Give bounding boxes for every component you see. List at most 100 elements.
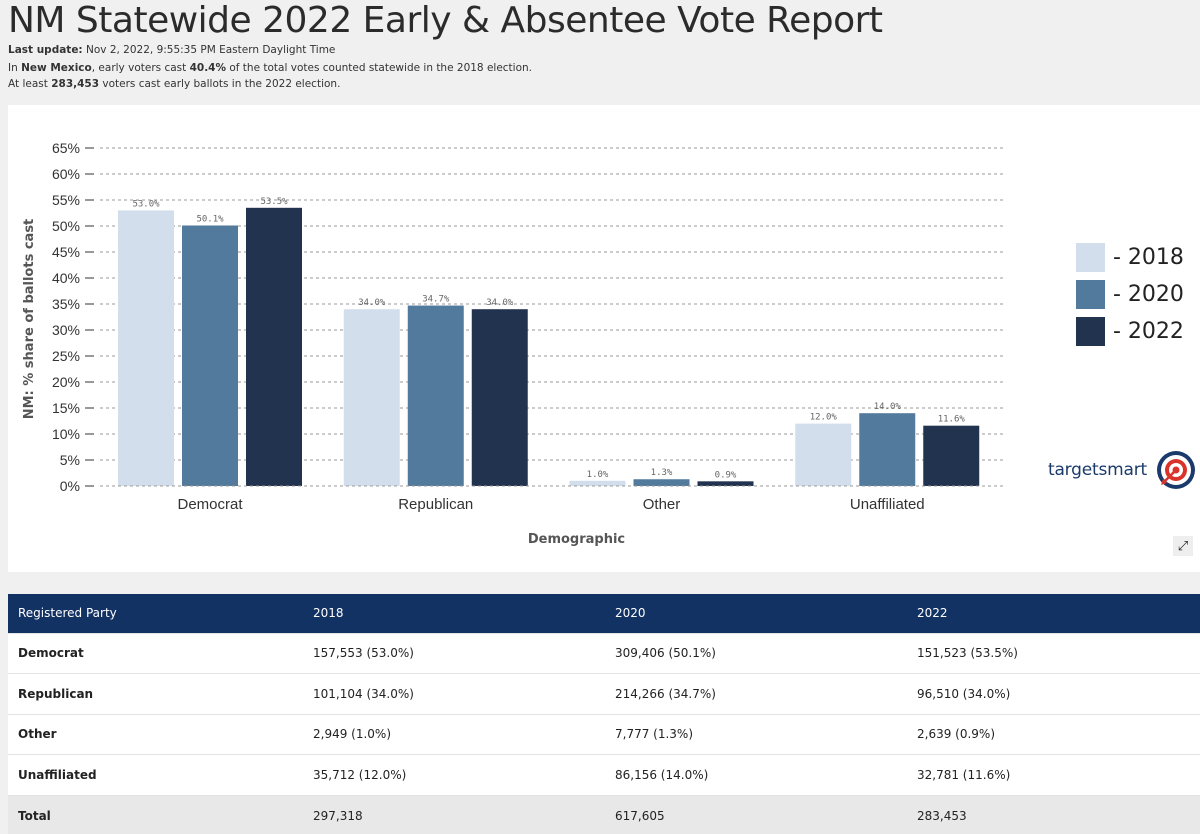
bar-democrat-2020	[182, 225, 238, 486]
data-label: 1.0%	[587, 470, 609, 480]
data-label: 34.0%	[486, 298, 514, 308]
summary-text: , early voters cast	[91, 62, 190, 74]
early-ballot-count: 283,453	[51, 78, 100, 90]
y-tick-label: 30%	[52, 322, 80, 338]
y-tick-label: 45%	[52, 244, 80, 260]
total-value-cell: 617,605	[605, 794, 907, 834]
column-header-2020[interactable]: 2020	[615, 606, 646, 621]
value-cell: 157,553 (53.0%)	[303, 632, 605, 674]
table-total-row: Total 297,318 617,605 283,453	[8, 794, 1200, 834]
legend-item-2018[interactable]: - 2018	[1076, 239, 1184, 275]
bar-republican-2022	[471, 309, 528, 486]
value-cell: 101,104 (34.0%)	[303, 673, 605, 714]
y-tick-label: 65%	[52, 140, 80, 156]
bar-other-2020	[633, 479, 690, 486]
value-cell: 2,639 (0.9%)	[907, 713, 1200, 755]
y-tick-label: 25%	[52, 348, 80, 364]
y-tick-label: 40%	[52, 270, 80, 286]
chart-panel: 0% 5% 10% 15% 20% 25% 30% 35% 40% 45% 50% 55% 60% 65%…	[8, 105, 1200, 572]
y-tick-label: 60%	[52, 166, 80, 182]
targetsmart-logo: targetsmart	[1048, 449, 1197, 491]
y-tick-label: 10%	[52, 426, 80, 442]
data-label: 12.0%	[810, 413, 838, 423]
data-label: 34.0%	[358, 298, 386, 308]
target-logo-icon	[1156, 451, 1195, 489]
value-cell: 86,156 (14.0%)	[605, 754, 907, 795]
value-cell: 309,406 (50.1%)	[605, 632, 907, 674]
legend-swatch-2020	[1076, 279, 1105, 309]
y-tick-label: 20%	[52, 374, 80, 390]
data-label: 11.6%	[938, 415, 966, 425]
bar-unaffiliated-2022	[923, 425, 980, 486]
data-label: 53.0%	[132, 199, 160, 209]
value-cell: 96,510 (34.0%)	[907, 673, 1200, 714]
x-tick-label: Other	[643, 496, 681, 513]
party-cell: Other	[8, 713, 303, 755]
legend-label-2020: - 2020	[1113, 281, 1184, 307]
last-update: Last update: Nov 2, 2022, 9:55:35 PM Eas…	[8, 44, 335, 56]
last-update-value: Nov 2, 2022, 9:55:35 PM Eastern Daylight…	[85, 44, 336, 56]
bar-unaffiliated-2020	[859, 413, 916, 486]
column-header-2022[interactable]: 2022	[917, 606, 948, 621]
legend-item-2020[interactable]: - 2020	[1076, 276, 1184, 312]
last-update-label: Last update:	[8, 44, 83, 56]
legend-item-2022[interactable]: - 2022	[1076, 313, 1184, 349]
column-header-2018[interactable]: 2018	[313, 606, 344, 621]
page-title: NM Statewide 2022 Early & Absentee Vote …	[8, 0, 883, 41]
data-label: 0.9%	[715, 470, 737, 480]
x-axis-label: Demographic	[528, 532, 625, 547]
expand-icon[interactable]: ⤢	[1173, 536, 1193, 556]
party-cell: Republican	[8, 673, 303, 714]
legend-swatch-2022	[1076, 316, 1105, 346]
total-label-cell: Total	[8, 794, 303, 834]
y-tick-label: 50%	[52, 218, 80, 234]
summary-text: voters cast early ballots in the 2022 el…	[99, 78, 341, 90]
early-vote-percent: 40.4%	[189, 62, 227, 74]
summary-text: of the total votes counted statewide in …	[226, 62, 533, 74]
y-tick-label: 0%	[60, 478, 80, 494]
bar-other-2018	[569, 480, 626, 486]
value-cell: 151,523 (53.5%)	[907, 632, 1200, 674]
y-tick-label: 15%	[52, 400, 80, 416]
logo-text: targetsmart	[1048, 460, 1147, 480]
summary-line-1: In New Mexico, early voters cast 40.4% o…	[8, 62, 532, 74]
party-cell: Unaffiliated	[8, 754, 303, 795]
legend-swatch-2018	[1076, 242, 1105, 272]
data-label: 53.5%	[260, 197, 288, 207]
results-table: Registered Party 2018 2020 2022 Democrat…	[8, 594, 1200, 834]
data-label: 34.7%	[422, 295, 450, 305]
summary-text: In	[8, 62, 22, 74]
bar-democrat-2022	[246, 207, 302, 487]
value-cell: 214,266 (34.7%)	[605, 673, 907, 714]
total-value-cell: 297,318	[303, 794, 605, 834]
total-value-cell: 283,453	[907, 794, 1200, 834]
legend-label-2018: - 2018	[1113, 244, 1184, 270]
bar-democrat-2018	[118, 210, 174, 486]
table-row: Unaffiliated 35,712 (12.0%) 86,156 (14.0…	[8, 754, 1200, 795]
legend-label-2022: - 2022	[1113, 318, 1184, 344]
table-row: Democrat 157,553 (53.0%) 309,406 (50.1%)…	[8, 632, 1200, 674]
table-row: Other 2,949 (1.0%) 7,777 (1.3%) 2,639 (0…	[8, 713, 1200, 755]
value-cell: 35,712 (12.0%)	[303, 754, 605, 795]
table-header-row: Registered Party 2018 2020 2022	[8, 594, 1200, 633]
table-row: Republican 101,104 (34.0%) 214,266 (34.7…	[8, 673, 1200, 714]
bar-republican-2020	[407, 305, 464, 486]
column-header-party[interactable]: Registered Party	[18, 606, 117, 621]
data-label: 50.1%	[196, 214, 224, 224]
summary-text: At least	[8, 78, 52, 90]
bar-unaffiliated-2018	[795, 423, 852, 486]
summary-line-2: At least 283,453 voters cast early ballo…	[8, 78, 340, 90]
value-cell: 2,949 (1.0%)	[303, 713, 605, 755]
y-tick-label: 55%	[52, 192, 80, 208]
y-tick-label: 5%	[60, 452, 80, 468]
x-tick-label: Republican	[398, 496, 473, 513]
x-tick-label: Democrat	[177, 496, 243, 513]
bar-other-2022	[697, 481, 754, 486]
y-axis-label: NM: % share of ballots cast	[22, 219, 37, 420]
chart-legend: - 2018 - 2020 - 2022	[1076, 239, 1184, 350]
bar-republican-2018	[343, 309, 400, 486]
value-cell: 7,777 (1.3%)	[605, 713, 907, 755]
state-name: New Mexico	[21, 62, 92, 74]
data-label: 1.3%	[651, 468, 673, 478]
bar-chart: 0% 5% 10% 15% 20% 25% 30% 35% 40% 45% 50% 55% 60% 65%…	[22, 140, 1003, 547]
